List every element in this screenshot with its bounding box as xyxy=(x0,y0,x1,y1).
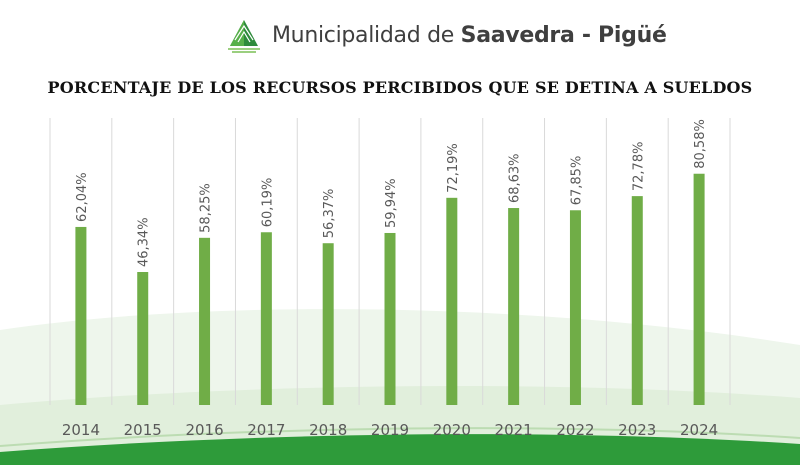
x-tick-label-2022: 2022 xyxy=(556,421,594,439)
x-tick-label-2020: 2020 xyxy=(433,421,471,439)
data-label-2023: 72,78% xyxy=(631,142,646,192)
data-label-2015: 46,34% xyxy=(137,217,152,267)
chart-title: PORCENTAJE DE LOS RECURSOS PERCIBIDOS QU… xyxy=(47,78,753,97)
data-label-2014: 62,04% xyxy=(75,172,90,222)
brand-name: Municipalidad de Saavedra - Pigüé xyxy=(272,23,667,48)
x-tick-label-2015: 2015 xyxy=(124,421,162,439)
data-label-2021: 68,63% xyxy=(508,153,523,203)
header: Municipalidad de Saavedra - Pigüé xyxy=(0,14,800,58)
background-wave-line xyxy=(0,427,800,447)
bar-2017 xyxy=(260,232,272,405)
bar-2014 xyxy=(75,226,87,405)
bar-2024 xyxy=(693,173,705,405)
data-label-2019: 59,94% xyxy=(384,178,399,228)
x-tick-label-2014: 2014 xyxy=(62,421,100,439)
data-label-2020: 72,19% xyxy=(446,143,461,193)
bar-2018 xyxy=(322,243,334,405)
x-tick-label-2019: 2019 xyxy=(371,421,409,439)
data-label-2016: 58,25% xyxy=(199,183,214,233)
bar-2015 xyxy=(137,272,149,405)
data-label-2017: 60,19% xyxy=(260,178,275,228)
x-tick-label-2024: 2024 xyxy=(680,421,718,439)
background-wave-green xyxy=(0,434,800,465)
data-label-2024: 80,58% xyxy=(693,119,708,169)
data-label-2022: 67,85% xyxy=(569,156,584,206)
x-tick-label-2016: 2016 xyxy=(185,421,223,439)
bar-2020 xyxy=(446,197,458,405)
x-tick-label-2023: 2023 xyxy=(618,421,656,439)
bar-2016 xyxy=(199,237,211,405)
x-tick-label-2021: 2021 xyxy=(495,421,533,439)
data-label-2018: 56,37% xyxy=(322,189,337,239)
bar-2021 xyxy=(508,208,520,405)
x-tick-label-2017: 2017 xyxy=(247,421,285,439)
bar-2022 xyxy=(569,210,581,405)
green-leaf-logo-icon xyxy=(228,20,260,53)
x-tick-label-2018: 2018 xyxy=(309,421,347,439)
bar-2019 xyxy=(384,232,396,405)
brand-name-regular: Municipalidad de xyxy=(272,23,461,48)
brand-name-bold: Saavedra - Pigüé xyxy=(460,23,667,48)
bar-2023 xyxy=(631,196,643,405)
